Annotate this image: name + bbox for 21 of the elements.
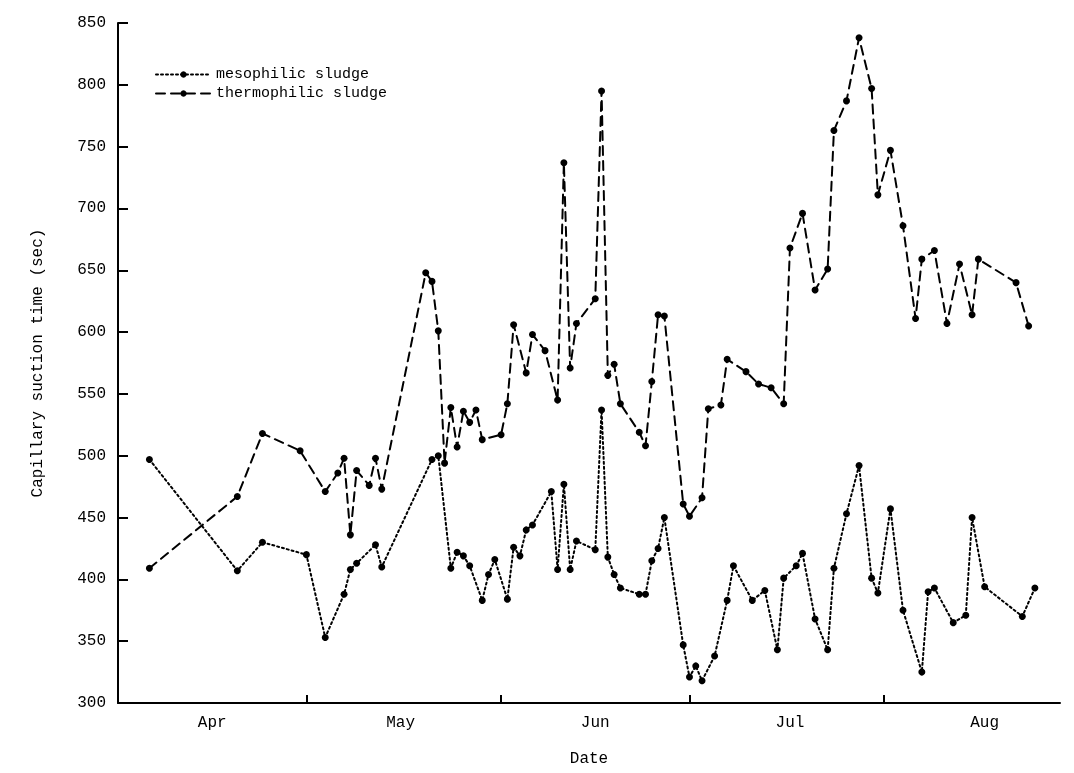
y-tick-label: 450	[77, 508, 106, 527]
x-tick-label: May	[386, 714, 416, 732]
y-tick-label: 700	[77, 199, 106, 218]
y-tick-label: 850	[77, 14, 106, 32]
x-tick-label: Apr	[197, 714, 227, 732]
x-tick-label: Jun	[580, 714, 610, 732]
y-tick-label: 300	[77, 694, 106, 712]
legend-label: thermophilic sludge	[216, 85, 388, 102]
y-tick-label: 650	[77, 261, 106, 280]
y-tick-label: 750	[77, 137, 106, 156]
y-tick-label: 550	[77, 384, 106, 403]
y-tick-label: 350	[77, 632, 106, 651]
x-tick-label: Jul	[775, 714, 805, 732]
x-axis-title: Date	[569, 750, 609, 768]
y-tick-label: 800	[77, 75, 106, 94]
legend-label: mesophilic sludge	[216, 66, 370, 83]
y-axis-title: Capillary suction time (sec)	[29, 228, 47, 498]
y-tick-label: 500	[77, 446, 106, 465]
x-tick-label: Aug	[970, 714, 1000, 732]
y-tick-label: 400	[77, 570, 106, 589]
y-tick-label: 600	[77, 323, 106, 342]
